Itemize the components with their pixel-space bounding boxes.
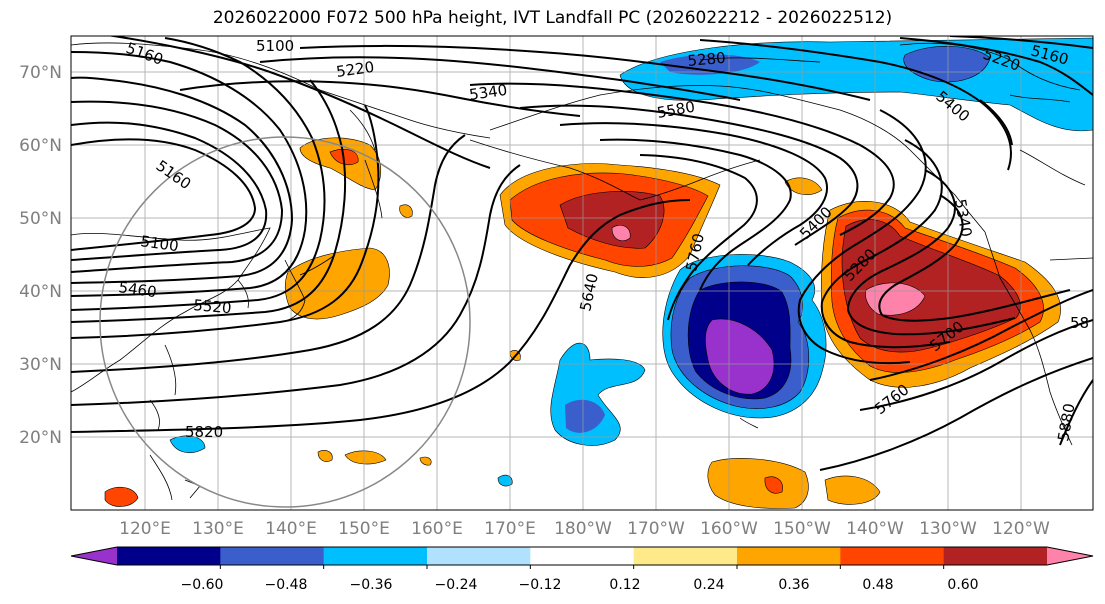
- contour-label: 5340: [468, 81, 508, 104]
- colorbar-swatch: [530, 547, 635, 565]
- graticule: [71, 36, 1093, 510]
- colorbar: −0.60 −0.48 −0.36 −0.24 −0.12 0.12 0.24 …: [70, 546, 1094, 593]
- contour-label: 5520: [193, 296, 233, 317]
- map-frame: [70, 35, 1094, 511]
- colorbar-tick-label: 0.60: [947, 577, 978, 593]
- colorbar-outline: [70, 546, 1094, 566]
- lon-label: 130°E: [192, 519, 244, 539]
- contour-label: 5220: [335, 58, 375, 81]
- lon-label: 150°W: [773, 519, 831, 539]
- coastlines: [71, 42, 1093, 501]
- map-title: 2026022000 F072 500 hPa height, IVT Land…: [212, 8, 893, 28]
- colorbar-tick-label: −0.12: [519, 577, 562, 593]
- lon-label: 130°W: [919, 519, 977, 539]
- contour-label: 5100: [256, 37, 294, 55]
- contour-label: 5820: [185, 423, 223, 441]
- lat-label: 70°N: [19, 63, 62, 83]
- colorbar-swatch: [840, 547, 945, 565]
- lon-label: 180°W: [554, 519, 612, 539]
- lon-label: 170°E: [484, 519, 536, 539]
- lon-label: 140°W: [846, 519, 904, 539]
- lat-label: 50°N: [19, 209, 62, 229]
- colorbar-tick-labels: −0.60 −0.48 −0.36 −0.24 −0.12 0.12 0.24 …: [181, 577, 979, 593]
- lon-label: 170°W: [627, 519, 685, 539]
- colorbar-tick-label: 0.48: [862, 577, 893, 593]
- lon-label: 140°E: [265, 519, 317, 539]
- lat-label: 30°N: [19, 355, 62, 375]
- contour-label: 5460: [117, 278, 157, 301]
- colorbar-swatch: [427, 547, 531, 565]
- colorbar-extend-low: [71, 547, 117, 565]
- ivt-negative-shading: [169, 37, 1093, 487]
- colorbar-tick-label: −0.48: [265, 577, 308, 593]
- lat-label: 40°N: [19, 282, 62, 302]
- lon-label: 120°W: [992, 519, 1050, 539]
- lon-label: 160°E: [411, 519, 463, 539]
- contour-label: 5280: [687, 49, 727, 70]
- colorbar-swatches: [70, 546, 1094, 569]
- lat-label: 60°N: [19, 136, 62, 156]
- colorbar-tick-label: 0.36: [778, 577, 809, 593]
- colorbar-tick-label: 0.24: [693, 577, 724, 593]
- colorbar-swatch: [633, 547, 738, 565]
- lon-label: 160°W: [700, 519, 758, 539]
- colorbar-swatch: [117, 547, 221, 565]
- colorbar-tick-label: −0.36: [350, 577, 393, 593]
- colorbar-extend-high: [1047, 547, 1093, 565]
- colorbar-tick-label: 0.12: [609, 577, 640, 593]
- colorbar-tick-label: −0.60: [181, 577, 224, 593]
- latitude-labels: 70°N 60°N 50°N 40°N 30°N 20°N: [19, 63, 62, 448]
- colorbar-swatch: [737, 547, 841, 565]
- contour-label: 58: [1070, 314, 1089, 332]
- colorbar-swatch: [323, 547, 428, 565]
- colorbar-tick-label: −0.24: [435, 577, 478, 593]
- contour-label: 5100: [139, 232, 179, 255]
- height-contours: [71, 36, 1093, 471]
- lat-label: 20°N: [19, 428, 62, 448]
- colorbar-swatch: [220, 547, 325, 565]
- radius-circle: [99, 136, 471, 508]
- lon-label: 150°E: [338, 519, 390, 539]
- colorbar-swatch: [943, 547, 1048, 565]
- lon-label: 120°E: [119, 519, 171, 539]
- longitude-labels: 120°E 130°E 140°E 150°E 160°E 170°E 180°…: [119, 519, 1050, 539]
